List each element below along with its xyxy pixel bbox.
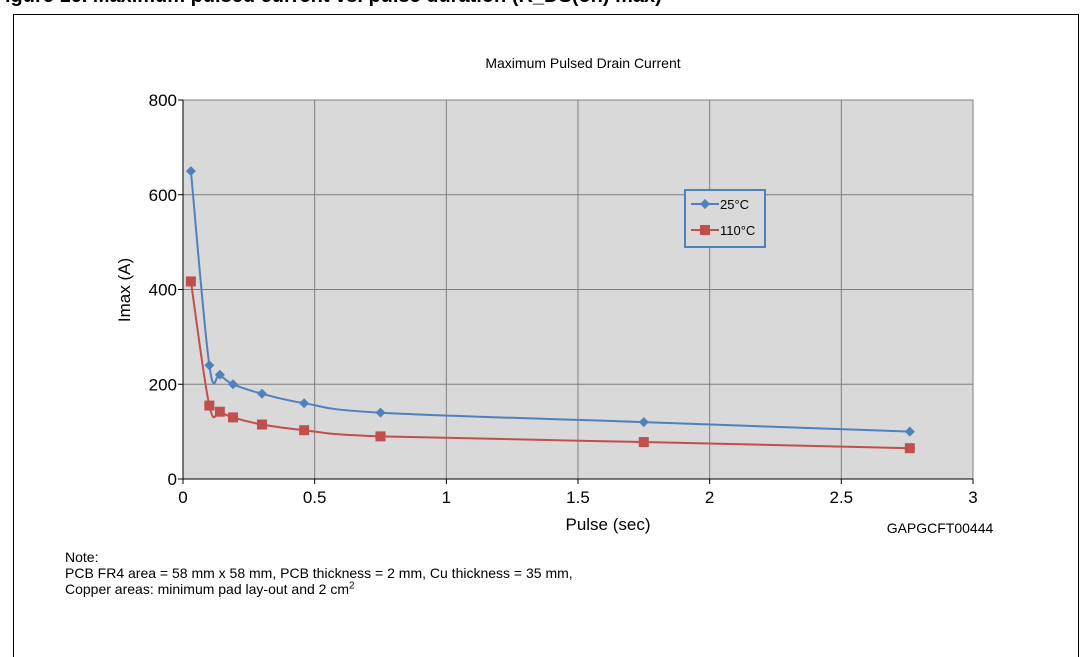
data-point-110c xyxy=(375,431,386,442)
data-point-25c xyxy=(375,407,386,418)
x-tick-label: 2 xyxy=(705,488,714,507)
data-point-25c xyxy=(638,417,649,428)
data-point-110c xyxy=(185,276,196,287)
figure-caption-fragment: igure 16. Maximum pulsed current vs. pul… xyxy=(0,0,1080,10)
y-axis-label: Imax (A) xyxy=(115,258,134,322)
data-point-110c xyxy=(299,425,310,436)
x-axis-label: Pulse (sec) xyxy=(565,515,650,534)
figure-caption-text: igure 16. Maximum pulsed current vs. pul… xyxy=(5,0,662,8)
x-tick-label: 3 xyxy=(968,488,977,507)
figure-frame xyxy=(13,14,1079,657)
data-point-110c xyxy=(228,412,239,423)
data-point-110c xyxy=(204,400,215,411)
legend-label-25c: 25°C xyxy=(720,197,749,212)
legend-box xyxy=(684,189,766,248)
x-tick-label: 2.5 xyxy=(830,488,854,507)
series-line-110c xyxy=(189,281,910,450)
y-tick-label: 800 xyxy=(149,91,177,110)
x-tick-label: 0 xyxy=(178,488,187,507)
x-tick-label: 1 xyxy=(442,488,451,507)
y-tick-label: 200 xyxy=(149,375,177,394)
chart-title: Maximum Pulsed Drain Current xyxy=(485,55,680,71)
data-point-110c xyxy=(214,406,225,417)
data-point-110c xyxy=(904,443,915,454)
legend-label-110c: 110°C xyxy=(720,223,755,238)
note-line-2: Copper areas: minimum pad lay-out and 2 … xyxy=(65,581,573,597)
x-tick-label: 0.5 xyxy=(303,488,327,507)
legend-marker-110c xyxy=(700,225,710,235)
y-tick-label: 0 xyxy=(168,470,177,489)
note-block: Note: PCB FR4 area = 58 mm x 58 mm, PCB … xyxy=(65,549,573,597)
legend-marker-25c xyxy=(700,199,710,209)
y-tick-label: 600 xyxy=(149,186,177,205)
data-point-25c xyxy=(904,426,915,437)
figure-code-label: GAPGCFT00444 xyxy=(887,520,994,536)
data-point-25c xyxy=(228,379,239,390)
data-point-25c xyxy=(214,369,225,380)
data-point-25c xyxy=(204,360,215,371)
data-point-25c xyxy=(257,388,267,399)
note-heading: Note: xyxy=(65,549,99,565)
data-point-110c xyxy=(257,419,267,430)
data-point-110c xyxy=(638,437,649,448)
note-line-1: PCB FR4 area = 58 mm x 58 mm, PCB thickn… xyxy=(65,565,573,581)
x-tick-label: 1.5 xyxy=(566,488,590,507)
note-superscript: 2 xyxy=(349,580,355,592)
data-point-25c xyxy=(299,398,310,409)
y-tick-label: 400 xyxy=(149,281,177,300)
note-line-2-text: Copper areas: minimum pad lay-out and 2 … xyxy=(65,581,350,597)
data-point-25c xyxy=(185,166,196,177)
